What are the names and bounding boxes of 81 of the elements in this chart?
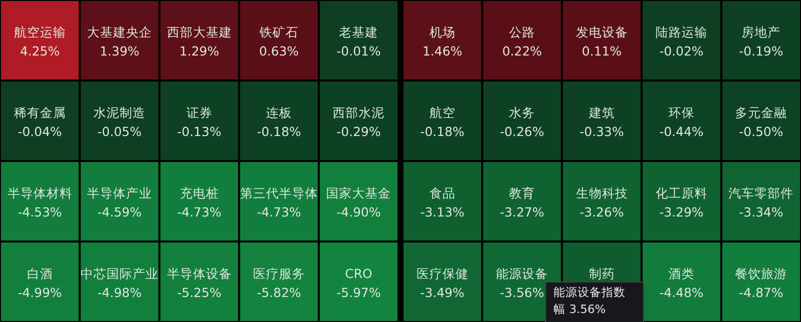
data-label: -0.18%: [256, 124, 302, 139]
data-label: -4.99%: [18, 284, 62, 300]
category-label: 医疗服务: [252, 266, 305, 281]
data-label: -0.18%: [420, 124, 465, 139]
data-label: -3.27%: [500, 204, 544, 220]
data-label: 0.11%: [582, 43, 622, 58]
category-label: 半导体设备: [166, 266, 232, 281]
data-label: -0.13%: [177, 124, 222, 139]
category-label: 半导体产业: [87, 185, 152, 200]
data-label: -5.97%: [336, 284, 381, 300]
data-label: -3.29%: [659, 204, 704, 220]
category-label: 餐饮旅游: [735, 266, 788, 281]
category-label: 航空运输: [14, 24, 66, 40]
category-label: 充电桩: [180, 185, 219, 200]
category-label: 制药: [588, 266, 615, 281]
data-label: -0.02%: [659, 43, 704, 58]
data-label: -0.04%: [18, 124, 62, 139]
data-label: 1.46%: [422, 43, 462, 58]
data-label: -3.34%: [739, 204, 784, 220]
category-label: 大基建央企: [87, 24, 152, 40]
category-label: 稀有金属: [14, 104, 66, 120]
category-label: 证券: [186, 104, 212, 120]
data-label: -4.73%: [177, 204, 222, 220]
category-label: 机场: [429, 24, 456, 40]
category-label: 食品: [429, 185, 456, 200]
data-label: -3.26%: [580, 204, 624, 220]
category-label: 公路: [509, 24, 536, 40]
data-label: -0.05%: [97, 124, 142, 139]
text: 幅 3.56%: [554, 302, 606, 316]
data-label: -4.90%: [336, 204, 381, 220]
category-label: 中芯国际产业: [80, 266, 159, 281]
category-label: 铁矿石: [258, 24, 298, 40]
category-label: 环保: [668, 104, 694, 120]
data-label: -0.50%: [739, 124, 784, 139]
data-label: -0.33%: [580, 124, 624, 139]
category-label: 水泥制造: [94, 104, 146, 120]
data-label: -5.25%: [177, 284, 222, 300]
data-label: 4.25%: [20, 43, 60, 58]
category-label: 发电设备: [576, 24, 628, 40]
data-label: -4.59%: [97, 204, 142, 220]
data-label: -0.29%: [336, 124, 381, 139]
data-label: -4.73%: [256, 204, 302, 220]
category-label: CRO: [345, 266, 372, 281]
data-label: -5.82%: [256, 284, 302, 300]
data-label: -4.87%: [739, 284, 784, 300]
data-label: 0.22%: [502, 43, 542, 58]
category-label: 生物科技: [576, 185, 628, 200]
category-label: 建筑: [588, 104, 615, 120]
category-label: 多元金融: [735, 104, 788, 120]
category-label: 西部大基建: [166, 24, 232, 40]
category-label: 医疗保健: [416, 266, 468, 281]
category-label: 半导体材料: [7, 185, 72, 200]
category-label: 水务: [509, 104, 536, 120]
data-label: -0.01%: [336, 43, 381, 58]
text: 能源设备指数: [554, 285, 626, 299]
category-label: 能源设备: [496, 266, 548, 281]
data-label: -4.53%: [18, 204, 62, 220]
data-label: -0.26%: [500, 124, 544, 139]
data-label: -4.48%: [659, 284, 704, 300]
data-label: 1.39%: [100, 43, 140, 58]
category-label: 汽车零部件: [728, 185, 794, 200]
category-label: 陆路运输: [655, 24, 708, 40]
category-label: 老基建: [339, 24, 378, 40]
data-label: 1.29%: [179, 43, 220, 58]
category-label: 连板: [266, 104, 292, 120]
category-label: 航空: [429, 104, 456, 120]
category-label: 酒类: [668, 266, 694, 281]
category-label: 化工原料: [655, 185, 708, 200]
category-label: 白酒: [26, 266, 53, 281]
category-label: 第三代半导体: [240, 185, 318, 200]
category-label: 教育: [509, 185, 536, 200]
data-label: -3.56%: [500, 284, 544, 300]
data-label: -3.13%: [420, 204, 465, 220]
category-label: 房地产: [742, 24, 781, 40]
data-label: -4.98%: [97, 284, 142, 300]
data-label: 0.63%: [259, 43, 299, 58]
data-label: -0.44%: [659, 124, 704, 139]
data-label: -0.19%: [739, 43, 784, 58]
data-label: -3.49%: [420, 284, 465, 300]
category-label: 国家大基金: [326, 185, 392, 200]
category-label: 西部水泥: [332, 104, 385, 120]
